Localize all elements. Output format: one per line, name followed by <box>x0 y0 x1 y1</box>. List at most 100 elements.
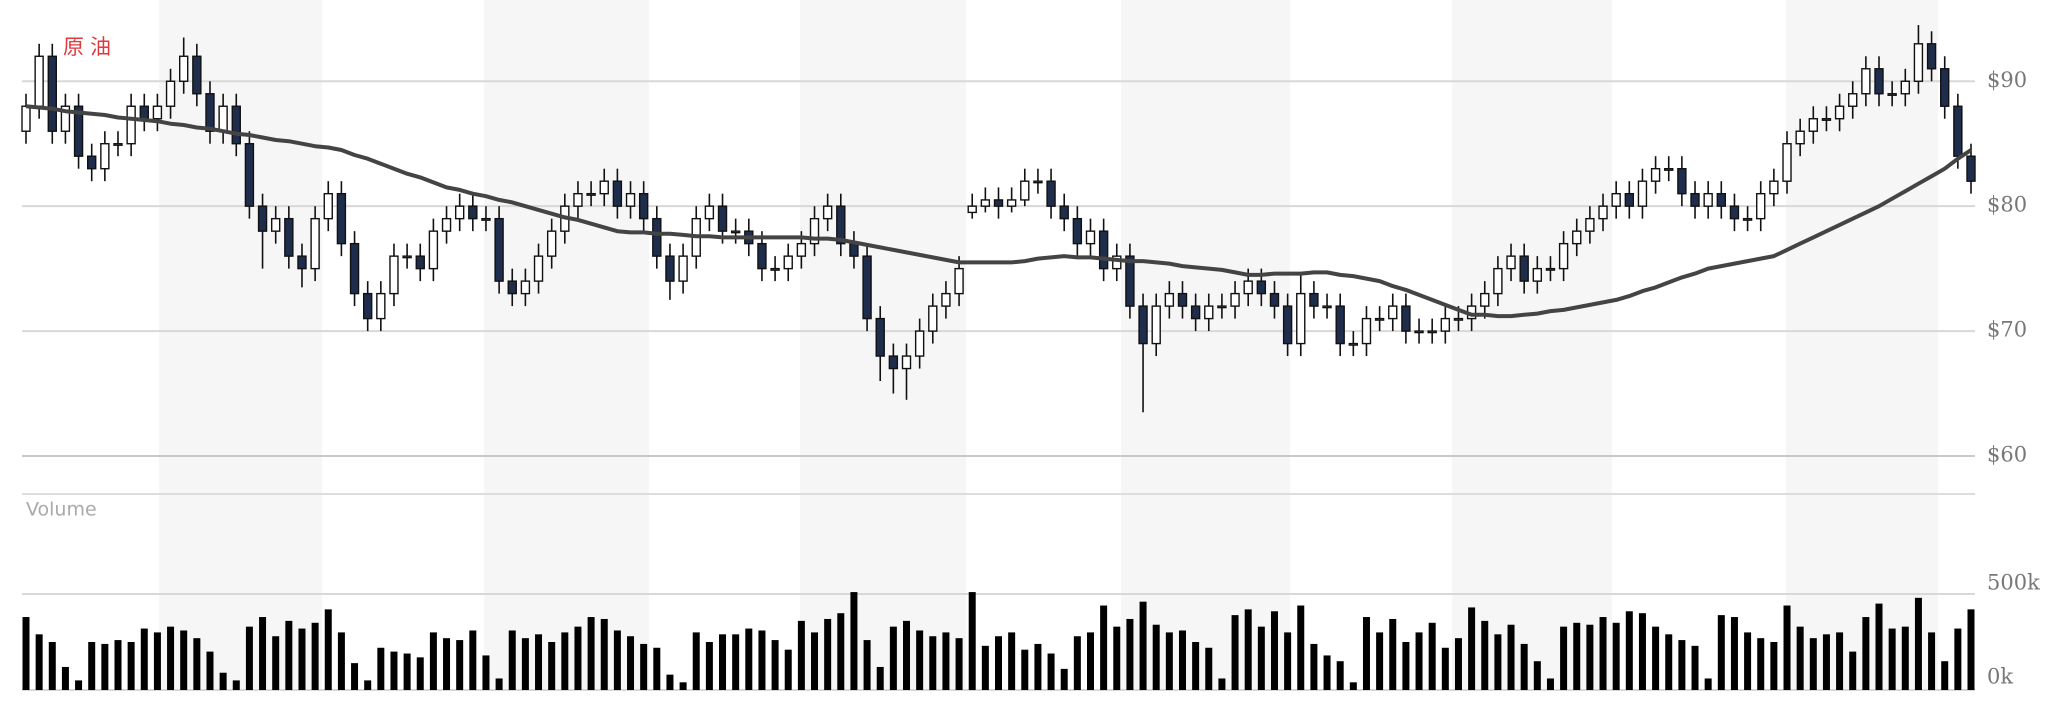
volume-bar <box>1730 617 1738 690</box>
candle-body <box>468 205 478 220</box>
candle-body <box>179 55 189 82</box>
volume-bar <box>311 622 319 690</box>
volume-bar <box>1849 651 1857 690</box>
month-band <box>1786 0 1938 690</box>
candle-body <box>1164 292 1175 307</box>
candle-body <box>100 143 110 170</box>
candle-body <box>481 217 491 221</box>
candle-body <box>822 205 833 220</box>
candle-body <box>704 205 715 220</box>
candle-body <box>1072 217 1083 245</box>
volume-bar <box>390 651 398 690</box>
candle-body <box>586 192 596 196</box>
candle-body <box>730 230 741 234</box>
candle-body <box>1098 230 1109 270</box>
volume-bar <box>771 640 779 690</box>
candle-body <box>941 292 951 307</box>
volume-bar <box>1244 609 1252 690</box>
candle-body <box>1388 305 1398 320</box>
candle-body <box>507 280 517 295</box>
volume-bar <box>1165 632 1173 690</box>
candle-body <box>717 205 728 232</box>
candle-body <box>428 230 439 270</box>
candle-body <box>1453 317 1464 321</box>
candle-body <box>1874 68 1884 95</box>
volume-bar <box>61 666 69 690</box>
volume-bar <box>1231 615 1239 690</box>
candle-body <box>638 192 649 220</box>
volume-bar <box>1941 661 1949 690</box>
candle-body <box>47 55 57 132</box>
candle-body <box>612 180 623 207</box>
volume-bar <box>403 653 411 690</box>
volume-bar <box>574 626 582 690</box>
volume-bar <box>1297 605 1305 690</box>
volume-bar <box>889 626 897 690</box>
volume-bar <box>351 663 359 690</box>
candle-body <box>1190 305 1201 320</box>
volume-bar <box>1546 678 1554 690</box>
candle-body <box>1230 292 1240 307</box>
volume-bar <box>285 620 293 690</box>
volume-bar <box>1560 626 1568 690</box>
volume-bar <box>1270 611 1278 690</box>
volume-bar <box>1376 632 1384 690</box>
volume-bar <box>1770 642 1778 690</box>
volume-bar <box>1533 661 1541 690</box>
candle-body <box>1269 292 1280 307</box>
volume-bar <box>942 632 950 690</box>
candle-body <box>1020 180 1030 201</box>
volume-bar <box>1612 622 1620 690</box>
candle-body <box>165 80 176 107</box>
volume-bar <box>508 630 516 690</box>
volume-bar <box>561 632 569 690</box>
volume-bar <box>193 638 201 690</box>
volume-bar <box>1967 609 1975 690</box>
candle-body <box>796 242 807 257</box>
volume-bar <box>1100 605 1108 690</box>
volume-bar <box>1914 597 1922 690</box>
volume-bar <box>245 626 253 690</box>
candle-body <box>1729 205 1740 220</box>
volume-bar <box>495 678 503 690</box>
volume-bar <box>1073 636 1081 690</box>
volume-bar <box>1336 661 1344 690</box>
volume-bar <box>640 643 648 690</box>
candle-body <box>1493 267 1503 295</box>
candle-body <box>349 242 360 295</box>
candle-body <box>1598 205 1608 220</box>
volume-bar <box>981 645 989 690</box>
volume-bar <box>916 630 924 690</box>
candle-body <box>402 255 412 259</box>
y-tick-label: $60 <box>1987 443 2027 467</box>
candle-body <box>599 180 609 195</box>
candle-body <box>1782 143 1792 182</box>
candle-body <box>625 192 636 207</box>
candle-body <box>665 255 675 282</box>
volume-bar <box>1783 605 1791 690</box>
volume-bar <box>1901 626 1909 690</box>
volume-bar <box>429 632 437 690</box>
volume-bar <box>114 640 122 690</box>
y-tick-label: $70 <box>1987 318 2027 342</box>
candle-body <box>1966 155 1976 182</box>
candle-body <box>139 105 149 120</box>
y2-tick-label: 0k <box>1987 665 2013 689</box>
candle-body <box>1756 192 1766 220</box>
volume-bar <box>1389 618 1397 690</box>
volume-bar <box>1047 653 1055 690</box>
volume-bar <box>824 618 832 690</box>
volume-bar <box>811 632 819 690</box>
candle-body <box>533 255 544 282</box>
candle-body <box>60 105 71 132</box>
candle-body <box>1624 192 1635 207</box>
candle-body <box>336 192 347 245</box>
candle-body <box>1769 180 1779 195</box>
candle-body <box>1558 242 1569 270</box>
volume-bar <box>692 632 700 690</box>
candle-body <box>980 199 991 207</box>
volume-bar <box>1349 682 1357 690</box>
candle-body <box>218 105 228 132</box>
labels: $60 $70 $80 $90 0k 500k <box>1987 68 2040 689</box>
